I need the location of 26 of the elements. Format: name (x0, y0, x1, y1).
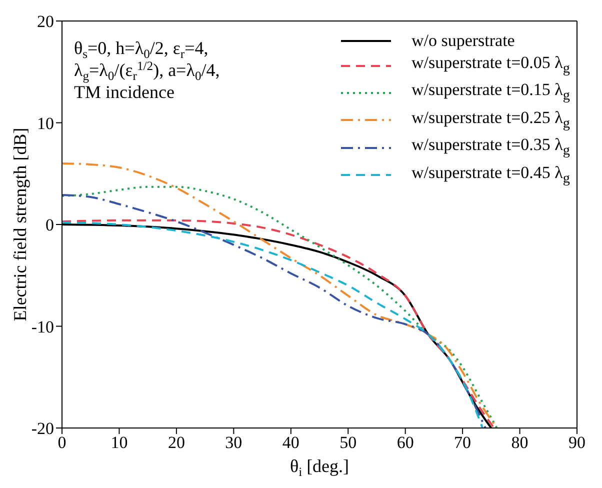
x-tick-label: 70 (454, 433, 472, 452)
x-tick-label: 30 (225, 433, 242, 452)
legend-label: w/superstrate t=0.45 λ$_{g}$ (411, 162, 570, 188)
y-tick-label: -10 (31, 317, 54, 336)
x-tick-label: 10 (110, 433, 128, 452)
x-tick-label: 0 (58, 433, 66, 452)
y-axis-title: Electric field strength [dB] (10, 128, 30, 322)
annotation: TM incidence (74, 82, 174, 102)
x-tick-label: 40 (282, 433, 300, 452)
x-axis-title: θ$_{i}$ [deg.] (290, 456, 350, 479)
text: λ$_{g}$=λ$_{0}$/(ε$_{r}$$^{1/2}$), a=λ$_{0}$/4, (74, 59, 220, 83)
x-tick-label: 50 (340, 433, 357, 452)
legend-label: w/superstrate t=0.15 λ$_{g}$ (411, 79, 570, 106)
legend-label: w/superstrate t=0.25 λ$_{g}$ (411, 106, 570, 134)
legend-label: w/o superstrate (411, 30, 515, 52)
annotation: θ$_{s}$=0, h=λ$_{0}$/2, ε$_{r}$=4, (74, 38, 208, 61)
legend-label: w/superstrate t=0.35 λ$_{g}$ (411, 134, 570, 161)
x-tick-label: 20 (168, 433, 185, 452)
x-tick-label: 60 (396, 433, 414, 452)
y-tick-label: 0 (46, 216, 54, 235)
legend-label: w/superstrate t=0.05 λ$_{g}$ (411, 52, 570, 78)
x-tick-label: 80 (511, 433, 528, 452)
y-tick-label: 20 (37, 12, 54, 32)
x-tick-label: 90 (568, 433, 586, 452)
y-tick-label: -20 (31, 419, 54, 438)
y-tick-label: 10 (37, 114, 54, 133)
